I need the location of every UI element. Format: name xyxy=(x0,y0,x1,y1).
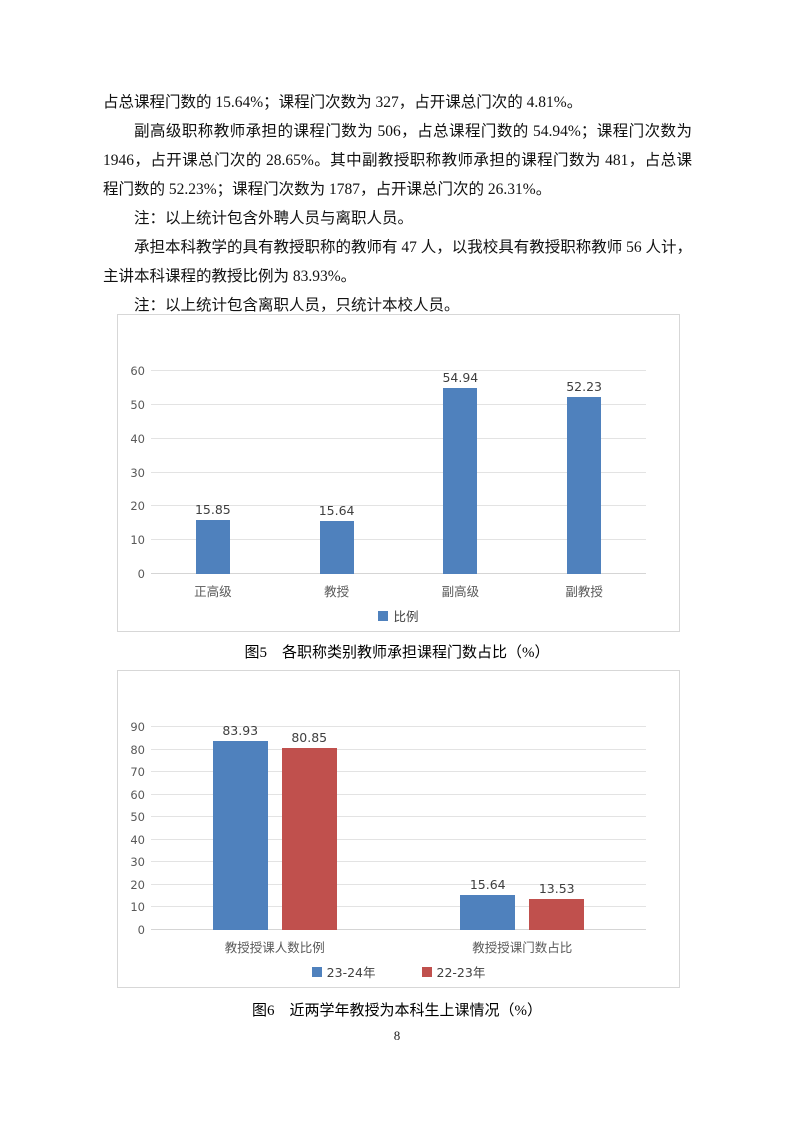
category-label: 正高级 xyxy=(194,584,232,599)
category-label: 教授 xyxy=(324,584,350,599)
bar-groups: 15.85 15.64 54.94 52.23 xyxy=(151,370,646,574)
legend-swatch-icon xyxy=(378,610,389,621)
y-axis-tick-label: 30 xyxy=(130,465,145,480)
gridline xyxy=(151,771,646,773)
figure-5-caption: 图5 各职称类别教师承担课程门数占比（%） xyxy=(244,645,550,661)
bar-value-label: 83.93 xyxy=(222,722,259,738)
y-axis-tick-label: 10 xyxy=(130,900,145,915)
gridline xyxy=(151,816,646,818)
category-group: 83.93 80.85 xyxy=(151,723,399,930)
bar-value-label: 80.85 xyxy=(291,729,328,745)
legend-swatch-icon xyxy=(421,966,432,977)
chart-figure-5: 0 10 20 30 40 50 60 15.85 15.64 54.94 52.23 正高级 教授… xyxy=(117,314,680,632)
legend-label: 比例 xyxy=(393,609,419,624)
category-group: 52.23 xyxy=(522,371,646,574)
y-axis-tick-label: 70 xyxy=(130,765,145,780)
y-axis-tick-label: 20 xyxy=(130,877,145,892)
y-axis-tick-label: 40 xyxy=(130,832,145,847)
category-group: 15.85 xyxy=(151,371,275,574)
x-axis: 教授授课人数比例 教授授课门数占比 xyxy=(151,937,646,956)
chart-legend: 23-24年 22-23年 xyxy=(151,962,646,981)
y-axis-tick-label: 90 xyxy=(130,720,145,734)
bar-value-label: 15.64 xyxy=(318,503,355,519)
y-axis-tick-label: 20 xyxy=(130,499,145,514)
gridline xyxy=(151,793,646,795)
y-axis-tick-label: 10 xyxy=(130,533,145,548)
body-text: 占总课程门数的 15.64%；课程门次数为 327，占开课总门次的 4.81%。… xyxy=(103,88,692,320)
bar-groups: 83.93 80.85 15.64 13.53 xyxy=(151,723,647,930)
legend-label: 23-24年 xyxy=(326,965,376,980)
bar-value-label: 52.23 xyxy=(566,379,603,395)
gridline xyxy=(151,539,646,541)
gridline xyxy=(151,726,646,727)
chart-figure-6: 0 10 20 30 40 50 60 70 80 90 83.93 80.85 15.64 13.53… xyxy=(117,670,680,988)
legend-item: 22-23年 xyxy=(421,962,486,981)
note-paragraph: 注：以上统计包含外聘人员与离职人员。 xyxy=(134,210,414,227)
note-paragraph: 注：以上统计包含离职人员，只统计本校人员。 xyxy=(134,297,460,314)
y-axis: 0 10 20 30 40 50 60 70 80 90 xyxy=(118,720,145,937)
bar-22-23年-教授授课门数占比: 13.53 xyxy=(529,881,585,930)
bar-比例-正高级: 15.85 xyxy=(195,502,231,574)
legend-item: 23-24年 xyxy=(311,962,376,981)
legend-item: 比例 xyxy=(378,606,419,625)
figure-6-caption: 图6 近两学年教授为本科生上课情况（%） xyxy=(252,1003,542,1019)
category-label: 副高级 xyxy=(441,584,480,599)
category-group: 15.64 xyxy=(275,371,399,574)
gridline xyxy=(151,838,646,840)
category-group: 54.94 xyxy=(399,370,523,574)
gridline xyxy=(151,861,646,863)
y-axis-tick-label: 80 xyxy=(130,742,145,757)
gridline xyxy=(151,370,646,371)
legend-swatch-icon xyxy=(311,966,322,977)
category-group: 15.64 13.53 xyxy=(399,727,647,930)
chart-legend: 比例 xyxy=(151,606,646,625)
gridline xyxy=(151,403,646,405)
y-axis-tick-label: 0 xyxy=(137,567,145,581)
bar-23-24年-教授授课人数比例: 83.93 xyxy=(212,723,268,930)
y-axis-tick-label: 40 xyxy=(130,431,145,446)
gridline xyxy=(151,505,646,507)
y-axis: 0 10 20 30 40 50 60 xyxy=(118,364,145,581)
bar-value-label: 13.53 xyxy=(538,881,575,897)
paragraph: 占总课程门数的 15.64%；课程门次数为 327，占开课总门次的 4.81%。 xyxy=(103,94,583,111)
bar-22-23年-教授授课人数比例: 80.85 xyxy=(281,730,337,930)
y-axis-tick-label: 50 xyxy=(130,397,145,412)
bar-value-label: 15.85 xyxy=(194,502,231,518)
page-number: 8 xyxy=(393,1028,401,1043)
gridline xyxy=(151,748,646,750)
bar-value-label: 15.64 xyxy=(469,876,506,892)
gridline xyxy=(151,437,646,439)
x-axis: 正高级 教授 副高级 副教授 xyxy=(151,581,646,600)
gridline xyxy=(151,471,646,473)
gridline xyxy=(151,573,646,574)
category-label: 教授授课人数比例 xyxy=(224,940,325,955)
bar-比例-教授: 15.64 xyxy=(319,503,355,574)
plot-area: 15.85 15.64 54.94 52.23 xyxy=(151,370,646,574)
bar-比例-副教授: 52.23 xyxy=(566,379,602,574)
paragraph: 副高级职称教师承担的课程门数为 506，占总课程门数的 54.94%；课程门次数… xyxy=(103,123,692,198)
bar-比例-副高级: 54.94 xyxy=(442,370,478,574)
legend-label: 22-23年 xyxy=(436,965,486,980)
y-axis-tick-label: 50 xyxy=(130,810,145,825)
y-axis-tick-label: 60 xyxy=(130,364,145,378)
paragraph: 承担本科教学的具有教授职称的教师有 47 人，以我校具有教授职称教师 56 人计… xyxy=(103,239,693,285)
y-axis-tick-label: 30 xyxy=(130,855,145,870)
y-axis-tick-label: 60 xyxy=(130,787,145,802)
category-label: 教授授课门数占比 xyxy=(472,940,573,955)
category-label: 副教授 xyxy=(565,584,603,599)
bar-value-label: 54.94 xyxy=(442,370,479,386)
bar-23-24年-教授授课门数占比: 15.64 xyxy=(460,877,516,930)
y-axis-tick-label: 0 xyxy=(137,923,145,937)
gridline xyxy=(151,929,646,930)
gridline xyxy=(151,906,646,908)
plot-area: 83.93 80.85 15.64 13.53 xyxy=(151,723,647,930)
gridline xyxy=(151,883,646,885)
